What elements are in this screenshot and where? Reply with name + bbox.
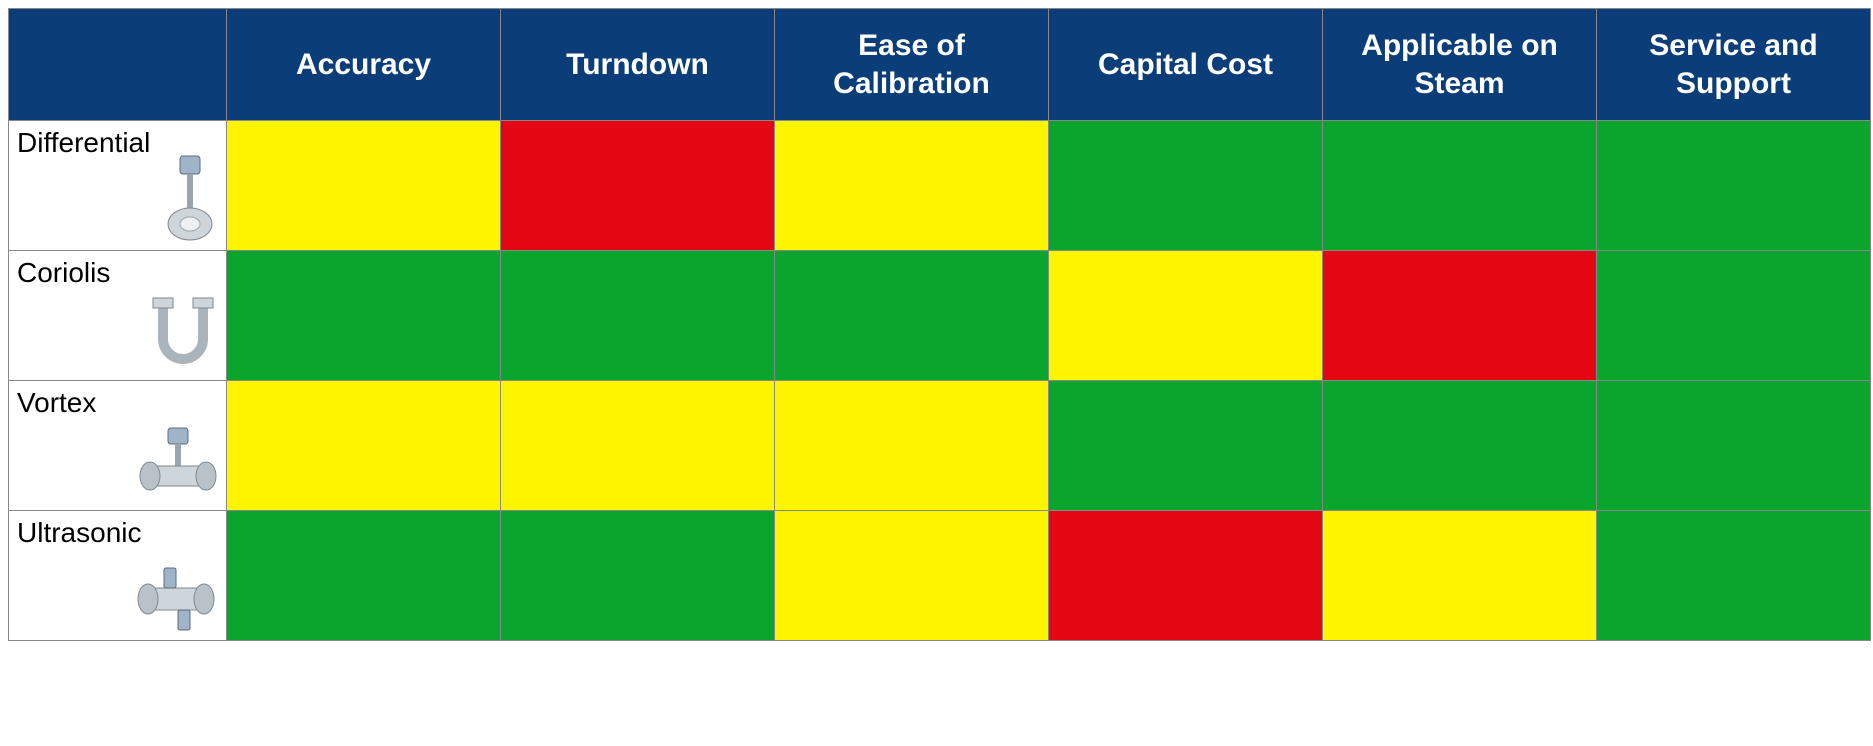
header-row: Accuracy Turndown Ease of Calibration Ca… xyxy=(9,9,1871,121)
header-label: Service and Support xyxy=(1649,29,1817,100)
table-row: Differential xyxy=(9,121,1871,251)
rating-cell xyxy=(227,511,501,641)
flowmeter-comparison-table: Accuracy Turndown Ease of Calibration Ca… xyxy=(8,8,1871,641)
header-blank xyxy=(9,9,227,121)
header-label: Accuracy xyxy=(296,48,431,81)
ultrasonic-sensor-icon xyxy=(134,564,218,634)
rating-cell xyxy=(1049,251,1323,381)
rating-cell xyxy=(227,381,501,511)
rating-cell xyxy=(1049,121,1323,251)
header-accuracy: Accuracy xyxy=(227,9,501,121)
header-label: Turndown xyxy=(566,48,709,81)
rating-cell xyxy=(775,381,1049,511)
coriolis-sensor-icon xyxy=(148,294,218,374)
header-turndown: Turndown xyxy=(501,9,775,121)
header-service: Service and Support xyxy=(1597,9,1871,121)
row-label: Ultrasonic xyxy=(17,517,218,549)
table-row: Ultrasonic xyxy=(9,511,1871,641)
header-label: Capital Cost xyxy=(1098,48,1273,81)
rating-cell xyxy=(1323,251,1597,381)
rating-cell xyxy=(501,121,775,251)
rating-cell xyxy=(1597,251,1871,381)
header-capital-cost: Capital Cost xyxy=(1049,9,1323,121)
dp-sensor-icon xyxy=(162,154,218,244)
vortex-sensor-icon xyxy=(138,424,218,504)
row-label-cell: Coriolis xyxy=(9,251,227,381)
table-row: Vortex xyxy=(9,381,1871,511)
row-label: Vortex xyxy=(17,387,218,419)
rating-cell xyxy=(1049,381,1323,511)
row-label-cell: Ultrasonic xyxy=(9,511,227,641)
rating-cell xyxy=(1323,511,1597,641)
rating-cell xyxy=(775,511,1049,641)
row-label: Coriolis xyxy=(17,257,218,289)
rating-cell xyxy=(775,121,1049,251)
header-label: Ease of Calibration xyxy=(833,29,990,100)
header-label: Applicable on Steam xyxy=(1361,29,1558,100)
header-ease: Ease of Calibration xyxy=(775,9,1049,121)
rating-cell xyxy=(501,381,775,511)
rating-cell xyxy=(501,251,775,381)
row-label-cell: Vortex xyxy=(9,381,227,511)
rating-cell xyxy=(227,121,501,251)
rating-cell xyxy=(1323,381,1597,511)
table-row: Coriolis xyxy=(9,251,1871,381)
header-steam: Applicable on Steam xyxy=(1323,9,1597,121)
rating-cell xyxy=(1049,511,1323,641)
rating-cell xyxy=(1597,121,1871,251)
rating-cell xyxy=(1597,381,1871,511)
rating-cell xyxy=(227,251,501,381)
row-label-cell: Differential xyxy=(9,121,227,251)
rating-cell xyxy=(775,251,1049,381)
rating-cell xyxy=(1323,121,1597,251)
rating-cell xyxy=(1597,511,1871,641)
rating-cell xyxy=(501,511,775,641)
